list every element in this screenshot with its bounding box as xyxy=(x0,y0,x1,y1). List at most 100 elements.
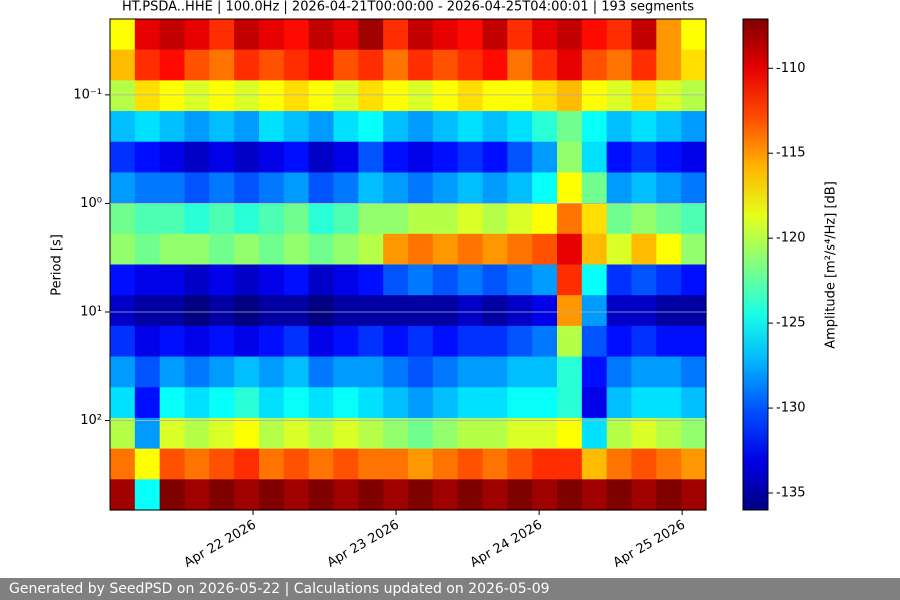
cell xyxy=(482,203,508,235)
cell xyxy=(408,387,434,419)
cell xyxy=(259,203,285,235)
cell xyxy=(383,295,409,327)
cell xyxy=(606,264,633,296)
colorbar-tick-label: -130 xyxy=(776,401,806,416)
colorbar-tick-label: -110 xyxy=(776,61,806,76)
cell xyxy=(234,80,260,112)
cell xyxy=(234,172,260,204)
cell xyxy=(656,479,682,511)
cell xyxy=(358,387,384,419)
cell xyxy=(507,80,533,112)
cell xyxy=(656,19,682,51)
cell xyxy=(134,19,161,51)
cell xyxy=(557,356,583,388)
cell xyxy=(408,295,434,327)
colorbar-tick-label: -120 xyxy=(776,231,806,246)
cell xyxy=(234,203,260,235)
cell xyxy=(408,356,434,388)
cell xyxy=(234,295,260,327)
cell xyxy=(259,172,285,204)
cell xyxy=(681,356,707,388)
footer: Generated by SeedPSD on 2026-05-22 | Cal… xyxy=(0,578,900,600)
cell xyxy=(383,479,409,511)
cell xyxy=(631,387,657,419)
cell xyxy=(358,325,384,358)
cell xyxy=(110,325,136,358)
cell xyxy=(333,264,359,296)
cell xyxy=(184,417,210,450)
cell xyxy=(358,417,384,450)
cell xyxy=(532,448,558,480)
cell xyxy=(134,49,161,81)
cell xyxy=(308,80,335,112)
cell xyxy=(134,80,161,112)
cell xyxy=(408,111,434,143)
cell xyxy=(159,448,186,480)
cell xyxy=(581,448,608,480)
cell xyxy=(482,417,508,450)
cell xyxy=(209,233,235,266)
cell xyxy=(557,80,583,112)
cell xyxy=(557,49,583,81)
cell xyxy=(383,264,409,296)
cell xyxy=(557,19,583,51)
cell xyxy=(209,111,235,143)
cell xyxy=(581,325,608,358)
cell xyxy=(457,19,484,51)
cell xyxy=(408,49,434,81)
cell xyxy=(358,49,384,81)
cell xyxy=(159,356,186,388)
cell xyxy=(532,387,558,419)
cell xyxy=(631,417,657,450)
cell xyxy=(656,141,682,174)
cell xyxy=(333,448,359,480)
cell xyxy=(631,356,657,388)
cell xyxy=(283,233,310,266)
cell xyxy=(482,19,508,51)
cell xyxy=(234,141,260,174)
cell xyxy=(557,141,583,174)
cell xyxy=(681,417,707,450)
cell xyxy=(408,203,434,235)
cell xyxy=(383,356,409,388)
x-tick-label: Apr 25 2026 xyxy=(611,518,688,571)
cell xyxy=(557,203,583,235)
cell xyxy=(184,19,210,51)
cell xyxy=(209,141,235,174)
cell xyxy=(507,448,533,480)
cell xyxy=(308,356,335,388)
cell xyxy=(482,80,508,112)
cell xyxy=(681,387,707,419)
cell xyxy=(457,203,484,235)
cell xyxy=(308,233,335,266)
cell xyxy=(432,49,459,81)
cell xyxy=(656,264,682,296)
cell xyxy=(581,264,608,296)
cell xyxy=(308,295,335,327)
cell xyxy=(408,233,434,266)
cell xyxy=(259,417,285,450)
cell xyxy=(557,111,583,143)
cell xyxy=(681,141,707,174)
cell xyxy=(110,141,136,174)
cell xyxy=(606,325,633,358)
cell xyxy=(110,172,136,204)
cell xyxy=(333,356,359,388)
cell xyxy=(457,356,484,388)
cell xyxy=(656,111,682,143)
cell xyxy=(184,479,210,511)
cell xyxy=(184,49,210,81)
cell xyxy=(432,448,459,480)
cell xyxy=(283,203,310,235)
colorbar-tick-label: -115 xyxy=(776,146,806,161)
cell xyxy=(681,49,707,81)
cell xyxy=(606,448,633,480)
cell xyxy=(308,264,335,296)
cell xyxy=(184,111,210,143)
cell xyxy=(259,80,285,112)
cell xyxy=(234,233,260,266)
y-axis-label: Period [s] xyxy=(50,234,65,296)
cell xyxy=(159,325,186,358)
cell xyxy=(432,233,459,266)
cell xyxy=(383,141,409,174)
